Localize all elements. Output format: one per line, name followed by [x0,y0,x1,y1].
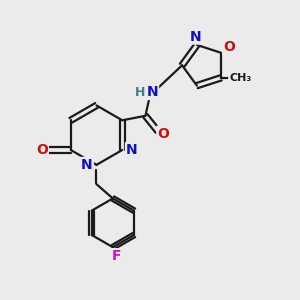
Text: N: N [81,158,93,172]
Text: N: N [146,85,158,99]
Text: O: O [36,143,48,157]
Text: N: N [126,143,138,157]
Text: O: O [157,127,169,141]
Text: H: H [135,85,146,98]
Text: N: N [190,30,201,44]
Text: O: O [223,40,235,54]
Text: F: F [112,249,121,263]
Text: CH₃: CH₃ [229,73,251,83]
